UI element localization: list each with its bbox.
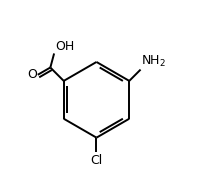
Text: Cl: Cl [90, 154, 103, 167]
Text: NH$_2$: NH$_2$ [141, 54, 166, 69]
Text: OH: OH [55, 40, 74, 53]
Text: O: O [27, 68, 37, 81]
